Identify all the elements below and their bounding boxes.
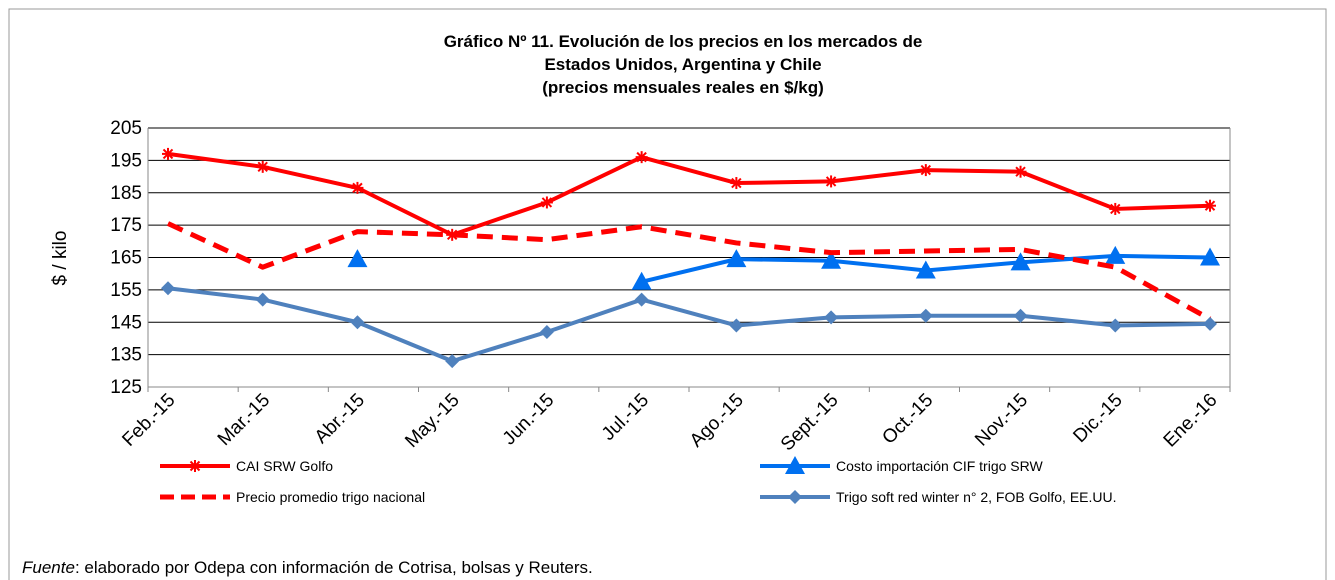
data-point xyxy=(1200,247,1220,266)
legend-label: Precio promedio trigo nacional xyxy=(236,489,425,505)
marker-stroke xyxy=(189,460,201,472)
y-tick-label: 205 xyxy=(110,118,142,139)
data-point xyxy=(631,271,652,290)
data-point xyxy=(1105,245,1126,264)
data-point xyxy=(350,315,365,330)
legend-marker xyxy=(788,490,802,504)
legend-label: Trigo soft red winter n° 2, FOB Golfo, E… xyxy=(836,489,1117,505)
series-line xyxy=(166,221,1212,322)
data-point xyxy=(1203,316,1217,331)
data-point xyxy=(161,281,175,296)
data-point xyxy=(1108,318,1123,333)
data-point xyxy=(635,151,648,164)
marker-stroke xyxy=(636,151,647,163)
data-point xyxy=(1014,165,1027,178)
series-line xyxy=(167,286,1211,364)
data-point xyxy=(256,160,269,173)
data-point xyxy=(539,324,554,339)
data-point xyxy=(445,354,460,369)
y-tick-label: 195 xyxy=(110,150,142,171)
source: Fuente: elaborado por Odepa con informac… xyxy=(22,558,593,577)
marker-stroke xyxy=(1204,200,1216,211)
data-point xyxy=(915,260,936,279)
data-point xyxy=(825,175,838,188)
data-point xyxy=(540,196,553,209)
legend-label: CAI SRW Golfo xyxy=(236,458,333,474)
source-label: Fuente xyxy=(22,558,75,577)
source-text: : elaborado por Odepa con información de… xyxy=(75,558,593,577)
data-point xyxy=(162,147,174,160)
chart-title: (precios mensuales reales en $/kg) xyxy=(542,78,824,97)
y-tick-label: 165 xyxy=(110,248,142,269)
data-point xyxy=(1010,252,1031,271)
marker-stroke xyxy=(352,182,363,194)
y-tick-label: 125 xyxy=(110,377,142,398)
legend-marker xyxy=(785,456,805,474)
data-point xyxy=(351,181,364,194)
marker-stroke xyxy=(920,164,932,176)
data-point xyxy=(729,318,744,333)
marker-stroke xyxy=(825,176,837,187)
data-point xyxy=(1013,308,1028,323)
legend-label: Costo importación CIF trigo SRW xyxy=(836,458,1043,474)
data-point xyxy=(824,310,839,325)
data-point xyxy=(918,308,933,323)
marker-stroke xyxy=(731,177,742,189)
marker-stroke xyxy=(162,148,174,160)
marker-stroke xyxy=(541,197,553,208)
marker-stroke xyxy=(257,161,268,173)
data-point xyxy=(726,249,747,268)
chart-title: Gráfico Nº 11. Evolución de los precios … xyxy=(444,32,923,51)
y-tick-label: 135 xyxy=(110,345,142,366)
data-point xyxy=(919,164,932,177)
data-point xyxy=(821,250,842,269)
legend-marker xyxy=(189,460,201,472)
y-axis-label: $ / kilo xyxy=(50,231,71,286)
data-point xyxy=(634,292,649,307)
y-tick-label: 175 xyxy=(110,215,142,236)
series-line xyxy=(167,151,1211,237)
data-point xyxy=(347,249,368,268)
y-tick-label: 145 xyxy=(110,312,142,333)
data-point xyxy=(730,177,743,190)
y-tick-label: 185 xyxy=(110,183,142,204)
chart-title: Estados Unidos, Argentina y Chile xyxy=(544,55,821,74)
data-point xyxy=(1109,202,1122,215)
data-point xyxy=(255,292,270,307)
marker-stroke xyxy=(1015,166,1026,177)
data-point xyxy=(1204,199,1216,212)
y-tick-label: 155 xyxy=(110,280,142,301)
marker-stroke xyxy=(1110,203,1121,215)
